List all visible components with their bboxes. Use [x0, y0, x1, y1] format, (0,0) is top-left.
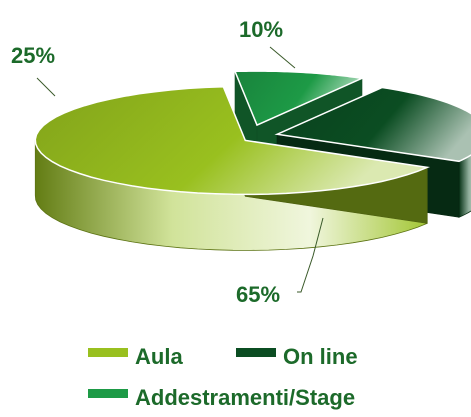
pie-slice-aula [34, 85, 431, 196]
data-label-addestramenti-stage: 10% [239, 17, 283, 42]
data-label-aula: 65% [236, 282, 280, 307]
leader-line-aula [297, 217, 324, 293]
data-label-on-line: 25% [11, 43, 55, 68]
leader-line-addestramenti-stage [269, 46, 296, 69]
pie-tops [34, 70, 471, 196]
legend-swatch-on-line [236, 348, 276, 357]
legend-swatch-addestramenti-stage [88, 389, 128, 398]
legend-label-aula: Aula [135, 344, 183, 369]
legend-label-on-line: On line [283, 344, 358, 369]
leader-line-on-line [36, 77, 56, 97]
legend-label-addestramenti-stage: Addestramenti/Stage [135, 385, 355, 410]
data-labels: 65% 10% 25% [11, 17, 324, 307]
legend: Aula On line Addestramenti/Stage [88, 344, 358, 410]
pie-slice-on-line [274, 86, 471, 163]
pie-slice-addestramenti-stage [233, 70, 365, 127]
legend-swatch-aula [88, 348, 128, 357]
